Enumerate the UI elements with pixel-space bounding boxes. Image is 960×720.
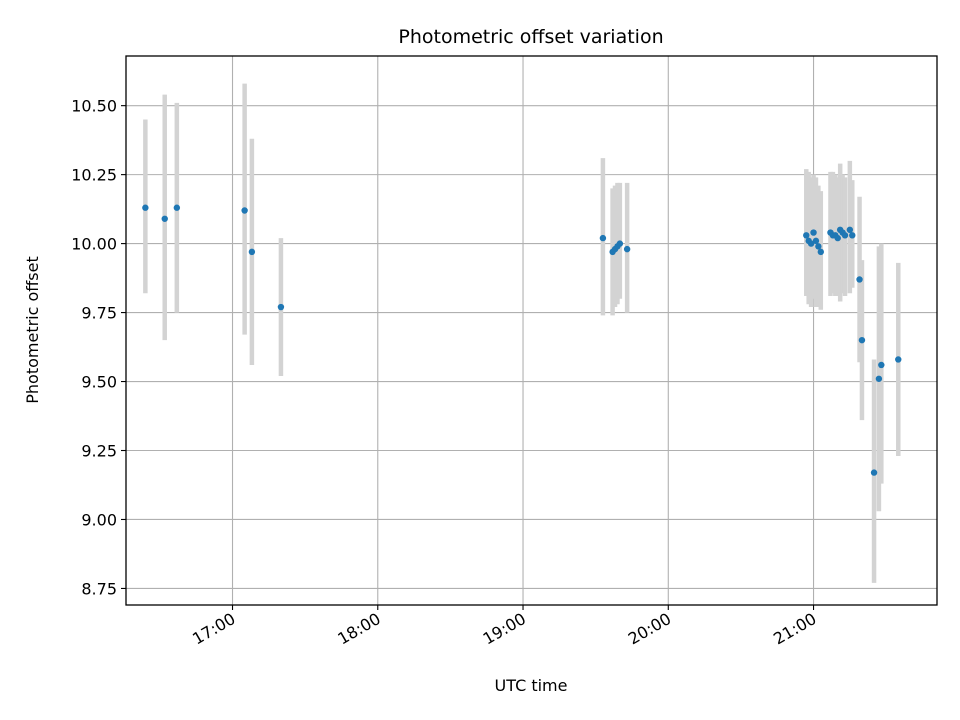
data-point — [815, 243, 822, 250]
data-point — [142, 204, 149, 211]
y-tick-label: 10.25 — [71, 166, 117, 185]
data-point — [807, 240, 815, 247]
data-point — [277, 303, 285, 311]
data-point — [248, 248, 256, 256]
data-point — [875, 375, 883, 382]
data-point — [616, 240, 624, 247]
data-point — [878, 361, 885, 369]
chart-title: Photometric offset variation — [398, 26, 663, 48]
y-tick-label: 8.75 — [81, 579, 117, 598]
data-point — [846, 226, 854, 234]
data-points — [142, 204, 902, 476]
y-tick-label: 9.25 — [81, 442, 117, 461]
data-point — [812, 237, 820, 245]
data-point — [841, 232, 849, 239]
data-point — [623, 245, 631, 253]
y-tick-label: 9.50 — [81, 373, 117, 392]
y-tick-label: 10.50 — [71, 97, 117, 116]
data-point — [849, 232, 856, 239]
data-point — [161, 215, 168, 222]
data-point — [241, 207, 248, 214]
data-point — [599, 234, 607, 242]
plot-area-frame — [125, 55, 938, 606]
data-point — [817, 248, 824, 256]
data-point — [834, 234, 841, 242]
data-point — [870, 469, 878, 476]
y-tick-label: 9.00 — [81, 510, 117, 529]
data-point — [858, 336, 866, 344]
y-axis-ticks: 8.75 9.00 9.25 9.50 9.75 10.00 10.25 10.50 — [71, 97, 126, 598]
data-point — [856, 276, 863, 283]
y-tick-label: 9.75 — [81, 304, 117, 323]
grid-lines — [126, 56, 937, 605]
y-tick-label: 10.00 — [71, 235, 117, 254]
data-point — [895, 356, 902, 363]
data-point — [173, 204, 181, 211]
x-axis-label: UTC time — [495, 676, 568, 695]
data-point — [810, 229, 817, 236]
data-point — [803, 232, 810, 239]
y-axis-label: Photometric offset — [23, 256, 42, 404]
